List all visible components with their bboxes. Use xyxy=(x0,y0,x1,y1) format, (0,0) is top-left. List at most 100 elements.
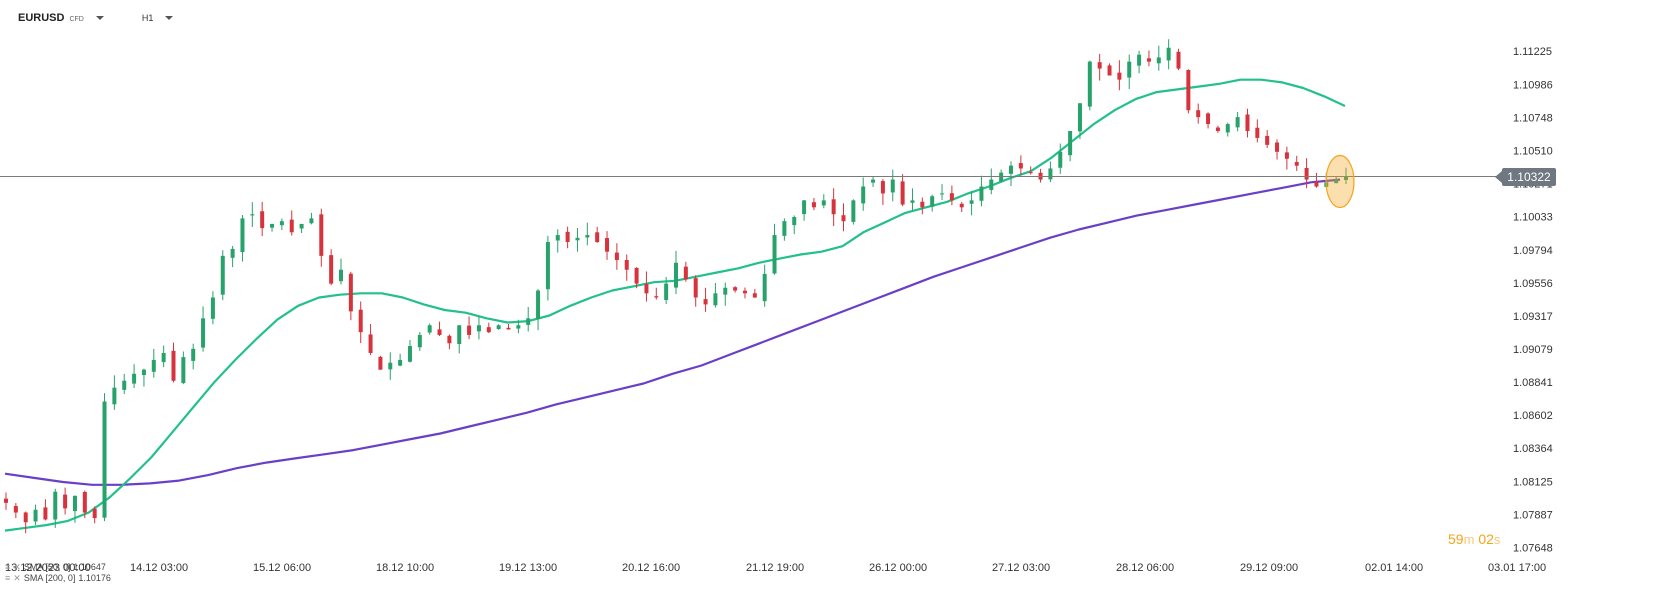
candle-body xyxy=(496,325,501,330)
candle-body xyxy=(122,380,127,390)
candle-body xyxy=(279,221,284,226)
candle-body xyxy=(930,196,935,207)
candle-body xyxy=(851,200,856,222)
indicator-value: 1.10176 xyxy=(78,573,111,583)
candle-body xyxy=(161,352,166,363)
symbol-name[interactable]: EURUSD xyxy=(18,12,65,24)
candle-body xyxy=(536,290,541,319)
candle-body xyxy=(132,373,137,384)
candle-body xyxy=(959,203,964,208)
sma-200-path xyxy=(4,178,1341,486)
menu-icon[interactable]: ≡ xyxy=(5,562,11,572)
candle-body xyxy=(1344,176,1348,180)
candle-body xyxy=(1117,72,1122,80)
candle-body xyxy=(565,231,570,242)
candle-body xyxy=(23,512,28,523)
candle-body xyxy=(1304,167,1309,180)
indicator-legend: ≡ ✕ SMA [50, 0] 1.10647 ≡ ✕ SMA [200, 0]… xyxy=(5,562,111,584)
x-tick-label: 27.12 03:00 xyxy=(992,562,1050,574)
close-icon[interactable]: ✕ xyxy=(13,562,21,572)
menu-icon[interactable]: ≡ xyxy=(5,573,11,583)
candle-body xyxy=(329,255,334,284)
candle-body xyxy=(82,491,87,513)
candle-countdown: 59m 02s xyxy=(1448,531,1500,547)
candle-body xyxy=(841,215,846,222)
highlight-circle xyxy=(1325,154,1355,209)
candle-body xyxy=(210,297,215,319)
candle-body xyxy=(141,369,146,376)
candle-body xyxy=(890,179,895,193)
candle-body xyxy=(713,293,718,306)
candle-body xyxy=(358,309,363,333)
candle-body xyxy=(772,235,777,274)
candle-body xyxy=(1255,127,1260,138)
candle-body xyxy=(191,348,196,361)
candle-body xyxy=(319,214,324,256)
candle-body xyxy=(674,262,678,288)
candle-body xyxy=(1009,165,1013,174)
candle-body xyxy=(4,498,8,503)
candle-body xyxy=(171,350,176,381)
candle-body xyxy=(871,179,876,183)
candle-body xyxy=(605,238,610,252)
candle-body xyxy=(624,260,629,270)
candle-body xyxy=(703,299,708,305)
candle-body xyxy=(220,255,225,295)
candle-body xyxy=(260,211,265,229)
candle-body xyxy=(910,200,915,203)
candle-body xyxy=(299,223,304,229)
symbol-dropdown-icon[interactable] xyxy=(95,16,104,20)
candle-body xyxy=(634,267,639,284)
candle-body xyxy=(407,346,412,362)
sma-200-line xyxy=(4,178,1341,486)
candlestick-series xyxy=(4,39,1348,534)
candle-body xyxy=(1146,58,1151,62)
candle-body xyxy=(1097,62,1102,69)
candle-body xyxy=(999,172,1004,182)
x-tick-label: 02.01 14:00 xyxy=(1365,562,1423,574)
candle-body xyxy=(270,223,275,228)
candle-body xyxy=(683,266,688,280)
candle-body xyxy=(72,495,77,512)
candle-body xyxy=(53,491,58,520)
candle-body xyxy=(43,507,48,520)
candle-body xyxy=(378,356,383,370)
timeframe-label[interactable]: H1 xyxy=(141,13,154,23)
candle-body xyxy=(240,218,245,252)
x-tick-label: 29.12 09:00 xyxy=(1240,562,1298,574)
candle-body xyxy=(989,179,994,190)
candle-body xyxy=(1206,113,1211,125)
indicator-label: SMA [200, 0] xyxy=(23,573,76,583)
candle-body xyxy=(575,237,580,241)
candle-body xyxy=(1087,61,1092,107)
candle-body xyxy=(979,186,984,201)
candle-body xyxy=(920,201,925,208)
countdown-seconds-unit: s xyxy=(1493,532,1501,547)
candle-body xyxy=(1058,151,1063,168)
indicator-label: SMA [50, 0] xyxy=(23,562,71,572)
candle-body xyxy=(289,219,294,233)
candle-body xyxy=(949,193,954,201)
candle-body xyxy=(1156,57,1161,64)
candle-body xyxy=(811,202,816,208)
y-tick-label: 1.09317 xyxy=(1513,311,1553,323)
sma-50-line xyxy=(4,78,1346,532)
candle-body xyxy=(900,181,905,205)
candle-body xyxy=(782,221,787,236)
candle-body xyxy=(427,325,432,333)
candle-body xyxy=(831,199,836,215)
candle-body xyxy=(467,325,472,335)
candle-body xyxy=(102,401,107,518)
candle-body xyxy=(476,325,481,332)
y-tick-label: 1.10033 xyxy=(1513,212,1553,224)
timeframe-dropdown-icon[interactable] xyxy=(165,16,174,20)
close-icon[interactable]: ✕ xyxy=(13,573,21,583)
candle-body xyxy=(368,334,373,353)
y-tick-label: 1.09556 xyxy=(1513,278,1553,290)
candle-body xyxy=(506,327,511,330)
x-tick-label: 26.12 00:00 xyxy=(869,562,927,574)
candle-body xyxy=(762,273,767,302)
candle-body xyxy=(1235,117,1240,128)
y-tick-label: 1.07887 xyxy=(1513,509,1553,521)
